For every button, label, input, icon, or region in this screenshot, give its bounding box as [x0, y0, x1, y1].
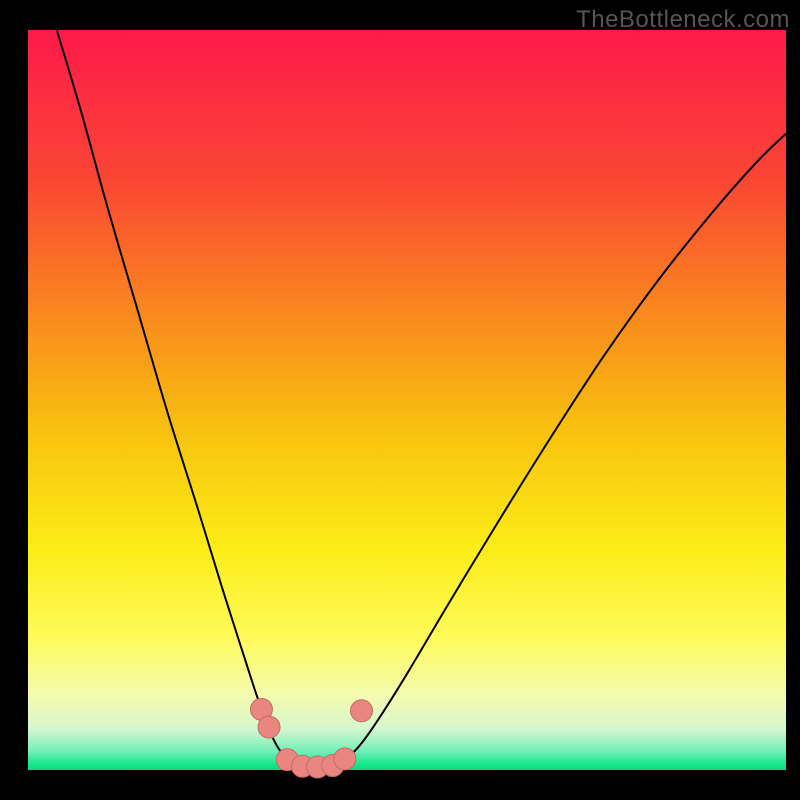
bottleneck-chart: [0, 0, 800, 800]
plot-background: [28, 30, 786, 770]
data-marker: [258, 716, 280, 738]
data-marker: [334, 748, 356, 770]
chart-container: TheBottleneck.com: [0, 0, 800, 800]
watermark-text: TheBottleneck.com: [576, 6, 790, 34]
data-marker: [351, 700, 373, 722]
